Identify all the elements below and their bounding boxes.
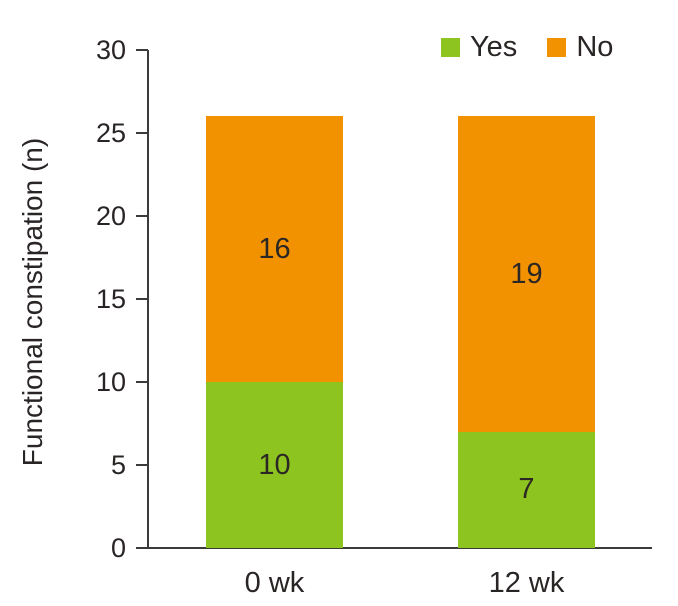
y-tick-mark	[136, 547, 148, 549]
bar-value-label: 16	[258, 232, 291, 265]
x-category-label: 0 wk	[244, 567, 305, 599]
y-tick-mark	[136, 215, 148, 217]
bar-segment-no-12wk: 19	[458, 116, 595, 432]
y-tick-label: 30	[95, 35, 126, 65]
y-tick-mark	[136, 298, 148, 300]
y-tick-label: 0	[110, 533, 126, 563]
y-tick-label: 25	[95, 118, 126, 148]
y-tick-mark	[136, 132, 148, 134]
legend-item-yes: Yes	[441, 33, 517, 62]
bar-segment-yes-0wk: 10	[206, 382, 343, 548]
y-tick-mark	[136, 381, 148, 383]
y-tick-label: 15	[95, 284, 126, 314]
y-tick-mark	[136, 464, 148, 466]
legend-item-no: No	[547, 33, 613, 62]
y-tick-label: 20	[95, 201, 126, 231]
bar-segment-yes-12wk: 7	[458, 431, 595, 548]
bar-value-label: 10	[258, 448, 291, 481]
legend-label: Yes	[470, 31, 518, 63]
bar-value-label: 19	[510, 257, 543, 290]
x-category-label: 12 wk	[488, 567, 565, 599]
legend-label: No	[576, 31, 614, 63]
y-tick-label: 5	[110, 450, 126, 480]
bar-segment-no-0wk: 16	[206, 116, 343, 382]
y-tick-mark	[136, 49, 148, 51]
y-axis-line	[147, 50, 149, 549]
y-tick-label: 10	[95, 367, 126, 397]
x-axis-line	[136, 547, 652, 549]
legend-swatch-yes	[441, 38, 460, 57]
legend: Yes No	[441, 33, 613, 62]
bar-value-label: 7	[518, 473, 535, 506]
legend-swatch-no	[547, 38, 567, 57]
